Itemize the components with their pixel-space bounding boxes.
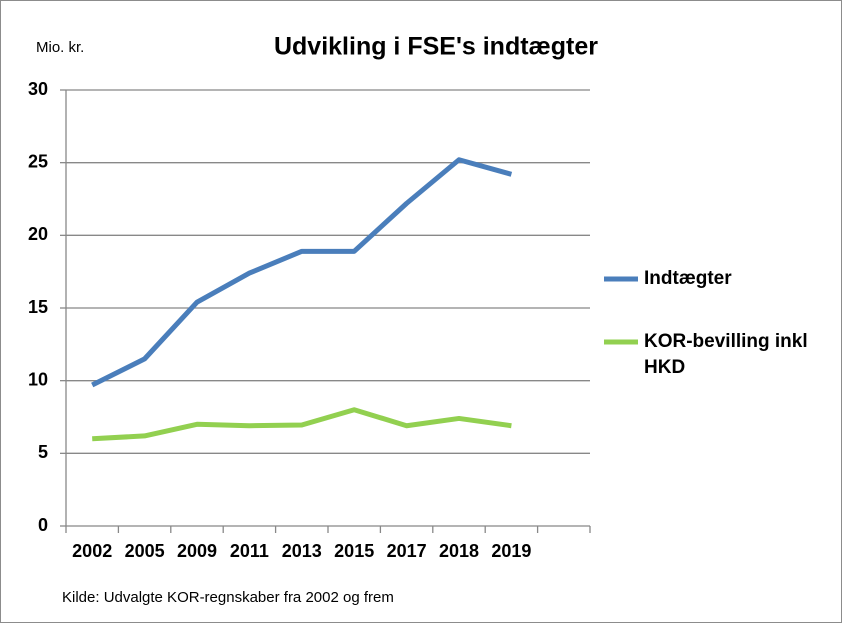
y-tick-label: 20 <box>28 224 48 244</box>
x-tick-label: 2018 <box>439 541 479 561</box>
y-tick-label: 15 <box>28 297 48 317</box>
data-line <box>91 157 513 388</box>
x-tick-label: 2009 <box>177 541 217 561</box>
x-tick-label: 2015 <box>334 541 374 561</box>
y-tick-label: 0 <box>38 515 48 535</box>
legend-label: Indtægter <box>644 268 732 289</box>
x-tick-label: 2019 <box>491 541 531 561</box>
legend-label: KOR-bevilling inkl HKD <box>644 331 808 378</box>
y-axis-label: Mio. kr. <box>36 39 84 56</box>
y-tick-label: 30 <box>28 79 48 99</box>
x-tick-label: 2013 <box>282 541 322 561</box>
y-tick-label: 10 <box>28 369 48 389</box>
x-tick-label: 2005 <box>125 541 165 561</box>
x-tick-label: 2002 <box>72 541 112 561</box>
x-tick-label: 2017 <box>387 541 427 561</box>
source-note: Kilde: Udvalgte KOR-regnskaber fra 2002 … <box>62 589 394 606</box>
chart-title: Udvikling i FSE's indtægter <box>274 33 598 61</box>
data-line <box>92 407 512 442</box>
y-tick-label: 5 <box>38 442 48 462</box>
y-tick-label: 25 <box>28 151 48 171</box>
x-tick-label: 2011 <box>230 541 269 561</box>
